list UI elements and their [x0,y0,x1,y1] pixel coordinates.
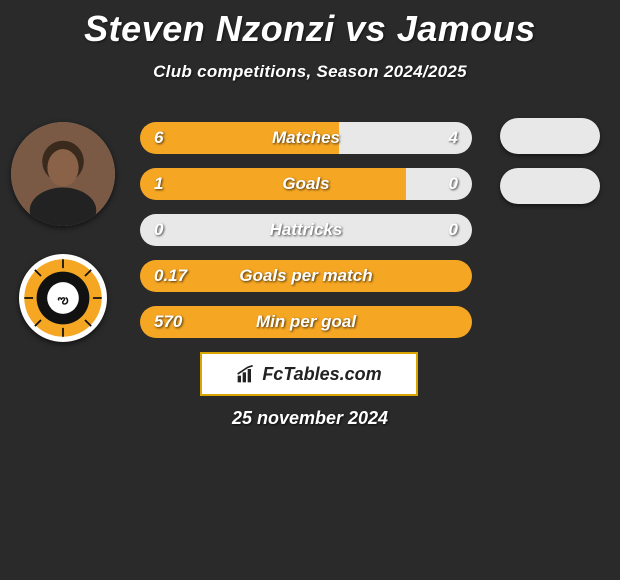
stat-row: 6 Matches 4 [140,122,472,154]
person-icon [11,122,115,226]
stat-label: Goals [282,174,329,194]
avatar-column: ఌ [8,122,118,342]
stat-row: 0 Hattricks 0 [140,214,472,246]
stat-row: 570 Min per goal [140,306,472,338]
stat-bars: 6 Matches 4 1 Goals 0 0 Hattricks 0 [140,122,472,338]
date-text: 25 november 2024 [0,408,620,429]
stat-label: Goals per match [239,266,372,286]
stat-left-value: 0.17 [154,266,187,286]
svg-text:ఌ: ఌ [58,292,69,306]
page-subtitle: Club competitions, Season 2024/2025 [0,62,620,82]
stat-left-value: 1 [154,174,163,194]
stat-label: Hattricks [270,220,343,240]
brand-text: FcTables.com [262,364,381,385]
stat-left-value: 6 [154,128,163,148]
blank-pill [500,118,600,154]
stat-right-value: 0 [449,220,458,240]
bar-overlay: 6 Matches 4 [140,122,472,154]
stat-label: Min per goal [256,312,356,332]
stat-left-value: 0 [154,220,163,240]
blank-pill [500,168,600,204]
bar-overlay: 1 Goals 0 [140,168,472,200]
stat-right-value: 4 [449,128,458,148]
stat-right-value: 0 [449,174,458,194]
stat-label: Matches [272,128,340,148]
player1-avatar [11,122,115,226]
bar-overlay: 570 Min per goal [140,306,472,338]
stat-row: 0.17 Goals per match [140,260,472,292]
stat-row: 1 Goals 0 [140,168,472,200]
stat-left-value: 570 [154,312,182,332]
right-pill-column [490,118,610,204]
club-crest-icon: ఌ [19,254,107,342]
chart-icon [236,364,256,384]
brand-badge: FcTables.com [200,352,418,396]
bar-overlay: 0.17 Goals per match [140,260,472,292]
page-title: Steven Nzonzi vs Jamous [0,0,620,50]
bar-overlay: 0 Hattricks 0 [140,214,472,246]
player2-club-badge: ఌ [19,254,107,342]
